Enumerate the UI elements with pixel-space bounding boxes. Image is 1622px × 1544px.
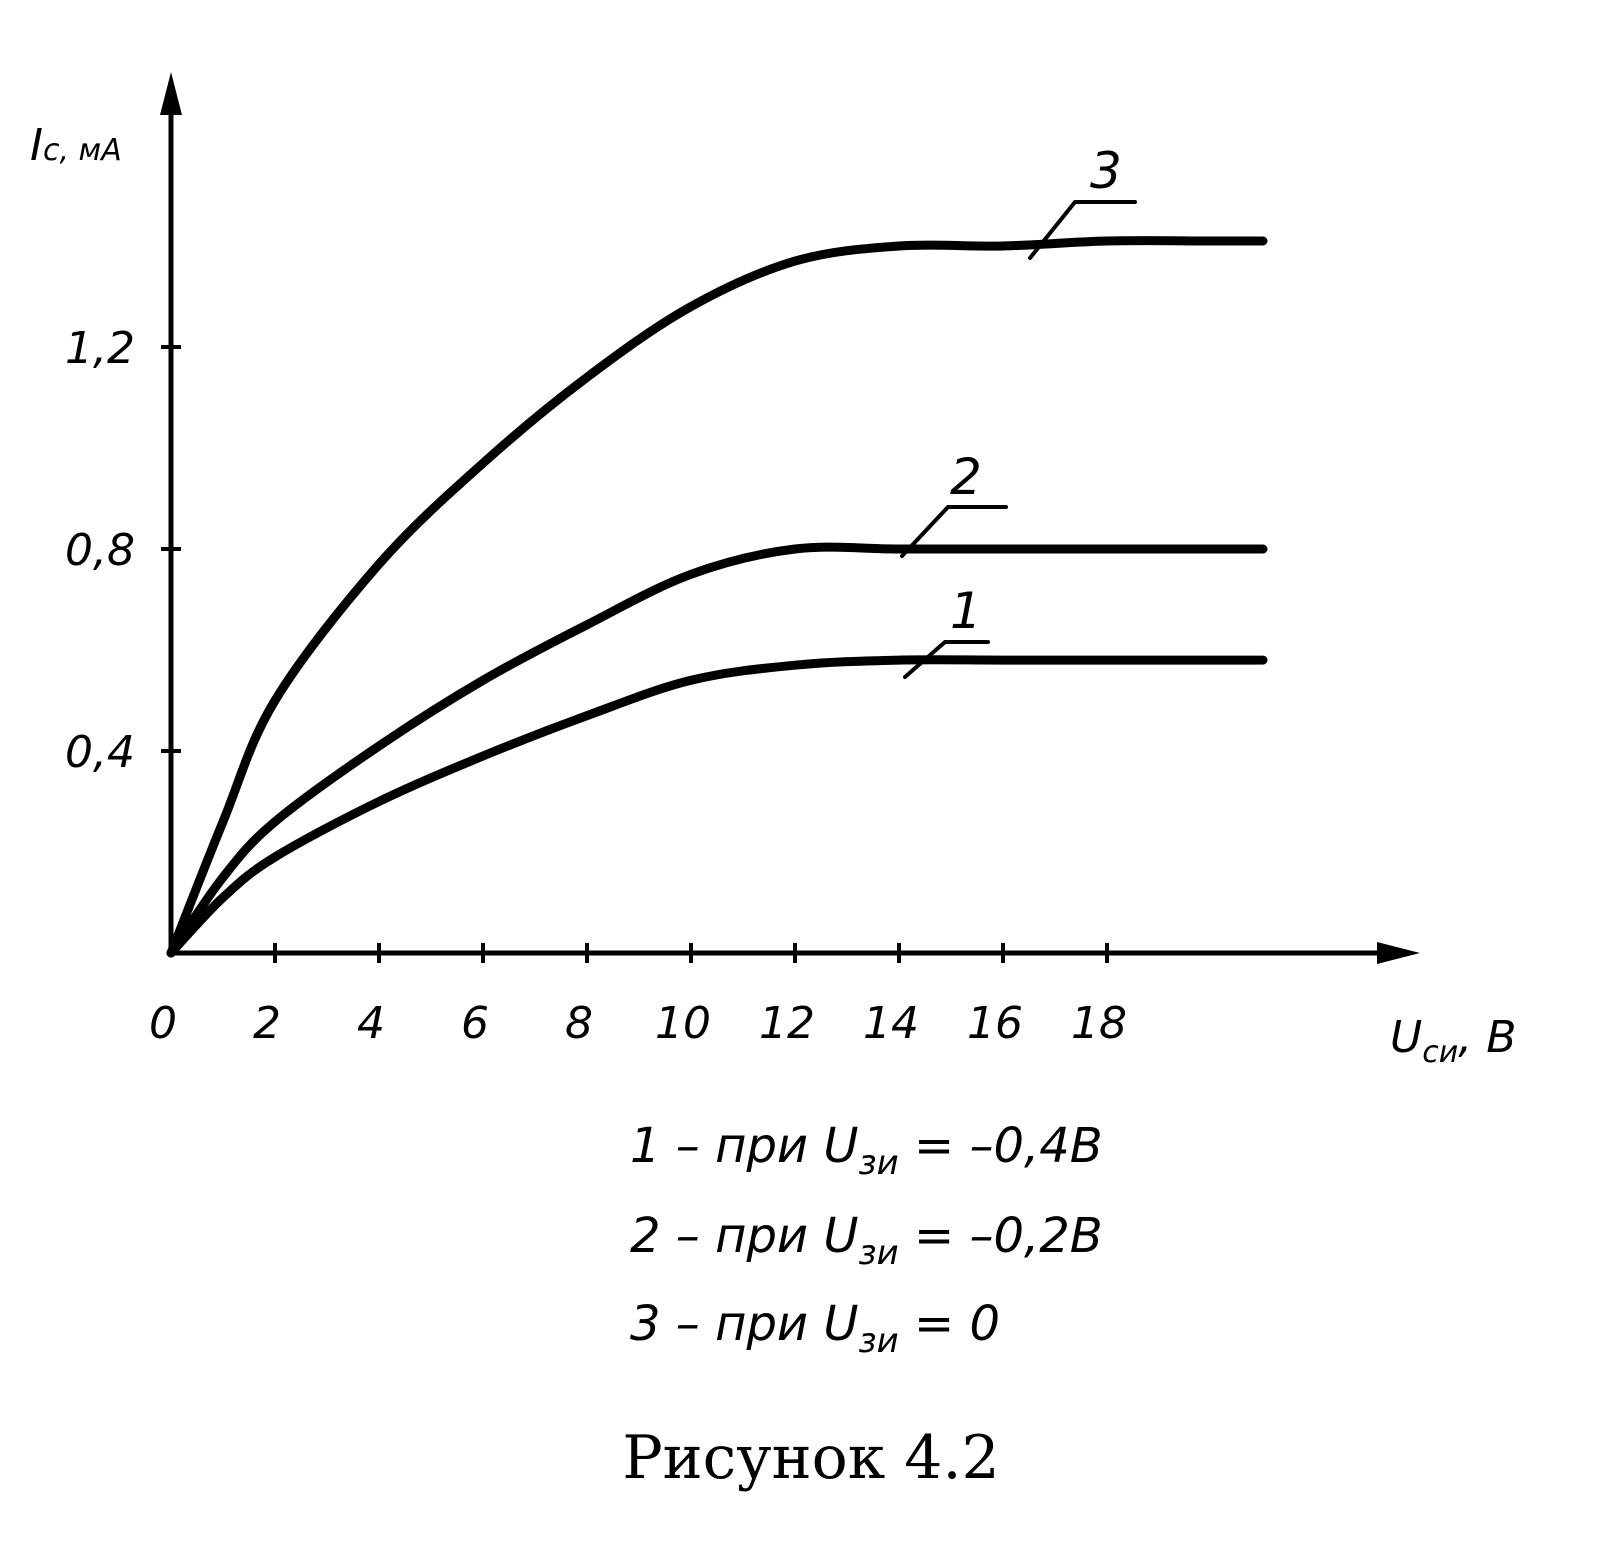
curves <box>166 236 1268 958</box>
y-axis-arrow <box>160 72 182 115</box>
x-tick-label: 4 <box>357 998 385 1049</box>
curve-label-2: 2 <box>950 448 982 506</box>
y-axis-title: Iс, мА <box>30 120 122 171</box>
x-tick-label: 12 <box>759 998 815 1049</box>
y-tick-label: 0,8 <box>65 525 135 576</box>
leader-line-2 <box>900 505 1008 558</box>
leader-line-3 <box>1028 200 1137 260</box>
x-axis-arrow <box>1377 942 1420 964</box>
x-tick-label: 18 <box>1071 998 1127 1049</box>
curve-label-1: 1 <box>950 582 982 640</box>
series-line-2 <box>166 542 1268 958</box>
leader-line-1 <box>903 640 990 679</box>
legend-entry-2: 2 – при Uзи = –0,2В <box>630 1208 1103 1273</box>
curve-label-3: 3 <box>1090 142 1122 200</box>
y-ticks: 0,4 0,8 1,2 <box>65 323 181 778</box>
x-axis-title: Uси, В <box>1390 1012 1516 1070</box>
curve-label-3-group: 3 <box>1028 142 1137 260</box>
y-tick-label: 1,2 <box>65 323 135 374</box>
figure-caption: Рисунок 4.2 <box>622 1423 999 1493</box>
x-tick-label: 10 <box>655 998 711 1049</box>
curve-label-1-group: 1 <box>903 582 990 679</box>
x-tick-label: 14 <box>863 998 919 1049</box>
series-line-1 <box>166 655 1268 958</box>
curve-label-2-group: 2 <box>900 448 1008 558</box>
legend-entry-1: 1 – при Uзи = –0,4В <box>630 1118 1103 1183</box>
x-tick-label: 0 <box>149 998 177 1049</box>
x-tick-label: 8 <box>565 998 593 1049</box>
legend-entry-3: 3 – при Uзи = 0 <box>630 1296 1000 1361</box>
x-tick-label: 6 <box>461 998 489 1049</box>
y-tick-label: 0,4 <box>65 727 135 778</box>
legend: 1 – при Uзи = –0,4В 2 – при Uзи = –0,2В … <box>630 1118 1103 1361</box>
x-tick-label: 2 <box>253 998 281 1049</box>
x-tick-label: 16 <box>967 998 1023 1049</box>
series-line-3 <box>166 236 1268 958</box>
x-ticks: 0 2 4 6 8 10 12 14 16 18 <box>149 943 1127 1049</box>
